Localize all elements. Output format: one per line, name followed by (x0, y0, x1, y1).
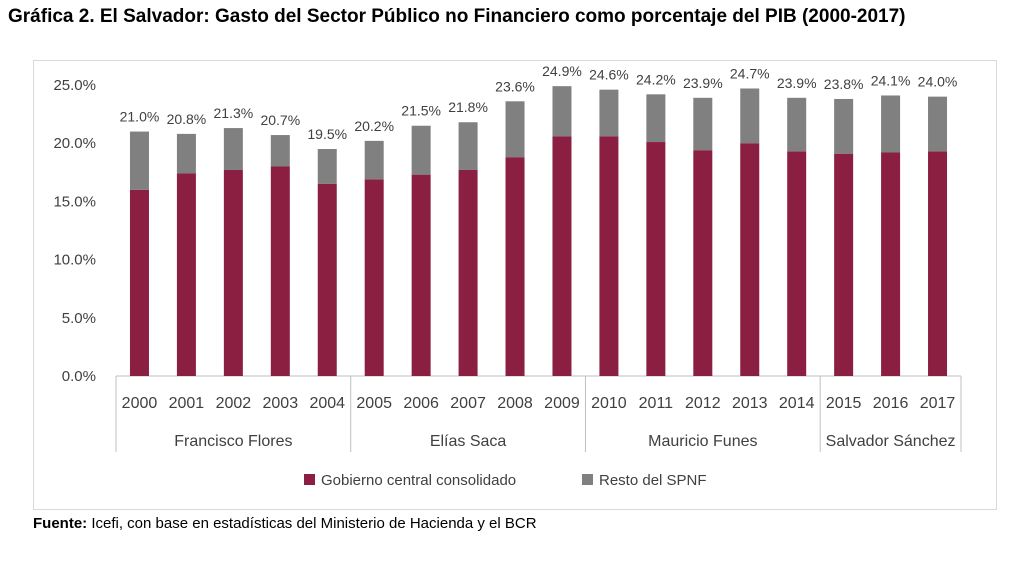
x-tick-label: 2002 (216, 395, 252, 412)
x-tick-label: 2013 (732, 395, 768, 412)
x-tick-label: 2017 (920, 395, 956, 412)
bar-resto-2006 (411, 125, 431, 175)
bar-resto-2004 (317, 149, 337, 184)
bar-gobierno-2000 (129, 189, 149, 376)
bar-gobierno-2007 (458, 169, 478, 376)
y-tick-label: 5.0% (62, 310, 96, 327)
y-tick-label: 10.0% (53, 252, 96, 269)
source-note: Fuente: Icefi, con base en estadísticas … (33, 515, 537, 532)
bar-resto-2011 (646, 94, 666, 143)
data-label: 24.9% (542, 63, 582, 79)
data-label: 21.5% (401, 103, 441, 119)
data-label: 19.5% (307, 126, 347, 142)
bar-gobierno-2010 (599, 136, 619, 376)
x-tick-label: 2005 (356, 395, 392, 412)
group-label: Salvador Sánchez (826, 433, 956, 450)
legend-label: Resto del SPNF (599, 472, 707, 489)
bar-gobierno-2005 (364, 179, 384, 376)
bar-resto-2012 (693, 97, 713, 151)
bar-gobierno-2014 (787, 151, 807, 376)
bar-resto-2002 (223, 128, 243, 170)
legend-swatch (304, 474, 315, 485)
bar-resto-2010 (599, 89, 619, 137)
data-label: 23.6% (495, 78, 535, 94)
legend-label: Gobierno central consolidado (321, 472, 516, 489)
bar-resto-2001 (176, 133, 196, 174)
chart-title: Gráfica 2. El Salvador: Gasto del Sector… (8, 6, 906, 27)
x-tick-label: 2001 (169, 395, 205, 412)
source-text: Icefi, con base en estadísticas del Mini… (87, 515, 537, 532)
data-label: 24.0% (918, 74, 958, 90)
y-tick-label: 25.0% (53, 77, 96, 94)
x-tick-label: 2009 (544, 395, 580, 412)
x-tick-label: 2003 (263, 395, 299, 412)
x-tick-label: 2010 (591, 395, 627, 412)
bar-gobierno-2001 (176, 173, 196, 376)
x-tick-label: 2012 (685, 395, 721, 412)
bar-resto-2008 (505, 101, 525, 158)
bar-resto-2003 (270, 135, 290, 167)
data-label: 21.8% (448, 99, 488, 115)
bar-gobierno-2013 (740, 143, 760, 376)
bar-gobierno-2008 (505, 157, 525, 376)
y-tick-label: 15.0% (53, 193, 96, 210)
data-label: 24.2% (636, 71, 676, 87)
bar-gobierno-2011 (646, 142, 666, 376)
data-label: 20.2% (354, 118, 394, 134)
x-tick-label: 2007 (450, 395, 486, 412)
data-label: 21.0% (120, 109, 160, 125)
data-label: 20.7% (260, 112, 300, 128)
bar-gobierno-2003 (270, 166, 290, 376)
bar-gobierno-2017 (928, 151, 948, 376)
y-tick-label: 20.0% (53, 135, 96, 152)
group-label: Francisco Flores (174, 433, 292, 450)
x-tick-label: 2008 (497, 395, 533, 412)
x-tick-label: 2016 (873, 395, 909, 412)
bar-resto-2013 (740, 88, 760, 144)
x-tick-label: 2011 (639, 395, 674, 412)
bar-gobierno-2006 (411, 174, 431, 376)
source-label: Fuente: (33, 515, 88, 532)
bar-gobierno-2015 (834, 153, 854, 376)
bar-gobierno-2004 (317, 183, 337, 376)
data-label: 24.1% (871, 72, 911, 88)
x-tick-label: 2015 (826, 395, 862, 412)
data-label: 20.8% (167, 111, 207, 127)
bar-resto-2014 (787, 97, 807, 152)
data-label: 24.6% (589, 67, 629, 83)
bar-gobierno-2009 (552, 136, 572, 376)
bar-gobierno-2012 (693, 150, 713, 376)
bar-resto-2016 (881, 95, 901, 153)
group-label: Elías Saca (430, 433, 507, 450)
data-label: 23.9% (777, 75, 817, 91)
data-label: 24.7% (730, 65, 770, 81)
data-label: 23.8% (824, 76, 864, 92)
y-tick-label: 0.0% (62, 368, 96, 385)
x-tick-label: 2006 (403, 395, 439, 412)
bar-resto-2007 (458, 122, 478, 170)
bar-resto-2005 (364, 140, 384, 180)
bar-resto-2015 (834, 98, 854, 154)
stacked-bar-chart: 0.0% 5.0% 10.0% 15.0% 20.0% 25.0% 21.0% 2000 20.… (53, 63, 962, 489)
x-tick-label: 2004 (309, 395, 345, 412)
bar-resto-2009 (552, 86, 572, 137)
bar-gobierno-2002 (223, 169, 243, 376)
group-label: Mauricio Funes (648, 433, 757, 450)
bar-resto-2017 (928, 96, 948, 152)
bar-gobierno-2016 (881, 152, 901, 376)
bar-resto-2000 (129, 131, 149, 190)
data-label: 21.3% (214, 105, 254, 121)
legend-swatch (582, 474, 593, 485)
chart-frame: 0.0% 5.0% 10.0% 15.0% 20.0% 25.0% 21.0% 2000 20.… (33, 60, 997, 510)
x-tick-label: 2000 (122, 395, 158, 412)
data-label: 23.9% (683, 75, 723, 91)
x-tick-label: 2014 (779, 395, 815, 412)
